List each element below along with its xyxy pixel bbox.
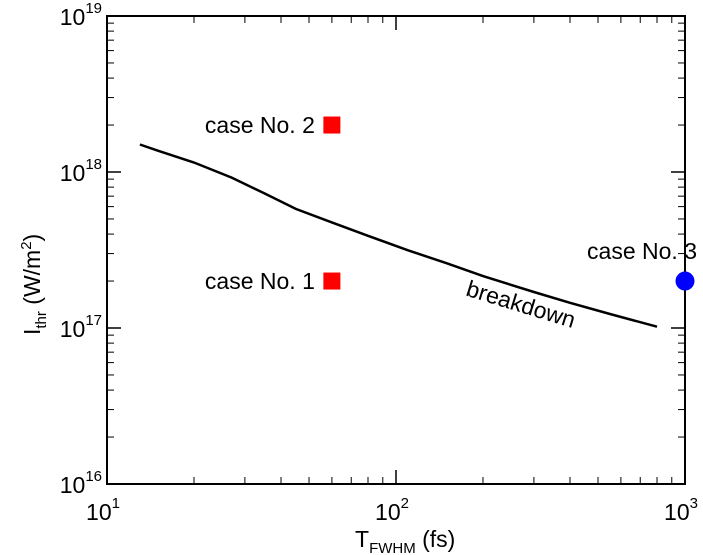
y-axis-title-unit-sup: 2 bbox=[18, 241, 35, 249]
y-axis-title-main: I bbox=[19, 329, 45, 335]
x-axis-title-main: T bbox=[355, 526, 369, 552]
y-tick-label: 1019 bbox=[60, 0, 102, 30]
major-ticks bbox=[106, 15, 686, 485]
breakdown-curve bbox=[139, 143, 658, 328]
case-2-marker bbox=[323, 116, 341, 134]
curve-label: breakdown bbox=[463, 275, 578, 333]
y-tick-label: 1018 bbox=[60, 156, 102, 186]
y-axis-title-unit-post: ) bbox=[19, 234, 45, 242]
y-tick-labels: 1016 1017 1018 1019 bbox=[60, 0, 102, 498]
y-tick-label: 1016 bbox=[60, 468, 102, 498]
case-3-marker bbox=[675, 271, 695, 291]
x-axis-title: TFWHM (fs) bbox=[355, 526, 455, 555]
x-tick-label: 102 bbox=[375, 495, 409, 525]
x-tick-label: 103 bbox=[664, 495, 698, 525]
case-1-label: case No. 1 bbox=[205, 268, 315, 294]
y-axis-title: Ithr (W/m2) bbox=[18, 234, 50, 335]
case-1-marker bbox=[323, 272, 341, 290]
x-axis-title-unit: (fs) bbox=[416, 526, 456, 552]
case-2-label: case No. 2 bbox=[205, 112, 315, 138]
y-axis-title-sub: thr bbox=[33, 311, 50, 329]
y-axis-title-unit-pre: (W/m bbox=[19, 250, 45, 311]
y-tick-label: 1017 bbox=[60, 312, 102, 342]
data-points: case No. 1 case No. 2 case No. 3 bbox=[205, 112, 697, 294]
x-tick-label: 101 bbox=[86, 495, 120, 525]
x-tick-labels: 101 102 103 bbox=[86, 495, 698, 525]
case-3-label: case No. 3 bbox=[587, 238, 697, 264]
minor-ticks bbox=[107, 16, 685, 484]
x-axis-title-sub: FWHM bbox=[369, 540, 416, 555]
